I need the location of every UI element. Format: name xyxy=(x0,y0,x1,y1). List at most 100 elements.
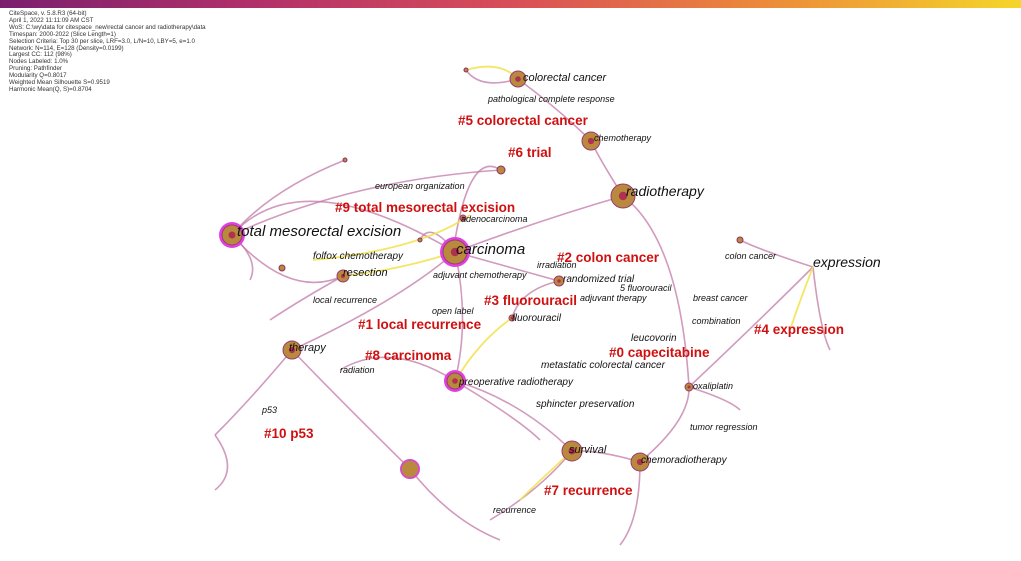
edge xyxy=(688,266,814,388)
edge xyxy=(622,195,690,388)
node-core xyxy=(510,316,514,320)
edge xyxy=(739,239,814,268)
edge xyxy=(454,380,541,441)
node-label: colon cancer xyxy=(725,251,777,261)
node-core xyxy=(461,216,465,220)
node-label: radiation xyxy=(340,365,375,375)
cluster-label: #9 total mesorectal excision xyxy=(335,200,515,215)
node-label: colorectal cancer xyxy=(523,72,607,84)
node-label: chemotherapy xyxy=(594,133,652,143)
node xyxy=(736,236,744,244)
node-core xyxy=(452,378,458,384)
node-label: carcinoma xyxy=(456,241,525,258)
node-core xyxy=(587,137,595,145)
node-label: european organization xyxy=(375,181,465,191)
cluster-label: #1 local recurrence xyxy=(358,317,482,332)
color-bar xyxy=(0,0,1021,8)
node-core xyxy=(557,279,561,283)
node xyxy=(417,237,423,243)
node xyxy=(342,157,348,163)
node-core xyxy=(228,231,236,239)
node-label: 5 fluorouracil xyxy=(620,283,673,293)
cluster-label: #10 p53 xyxy=(264,426,314,441)
edge xyxy=(231,169,502,236)
info-line: Modularity Q=0.8017 xyxy=(9,72,67,80)
node-label: adenocarcinoma xyxy=(461,214,528,224)
edge xyxy=(312,214,471,261)
edge xyxy=(291,349,411,470)
edge xyxy=(454,195,624,253)
node-label: chemoradiotherapy xyxy=(641,455,728,466)
node-label: open label xyxy=(432,306,475,316)
node-label: radiotherapy xyxy=(626,183,705,199)
node-label: total mesorectal excision xyxy=(237,223,401,240)
node-label: therapy xyxy=(289,342,327,354)
node-label: expression xyxy=(813,254,881,270)
node-label: pathological complete response xyxy=(487,94,615,104)
node xyxy=(400,459,420,479)
node-label: metastatic colorectal cancer xyxy=(541,360,666,371)
info-panel: CiteSpace, v. 5.8.R3 (64-bit) April 1, 20… xyxy=(9,10,206,94)
node-core xyxy=(687,385,691,389)
node-label: combination xyxy=(692,316,741,326)
node xyxy=(463,67,469,73)
cluster-label: #8 carcinoma xyxy=(365,348,452,363)
node-core xyxy=(288,346,296,354)
edge xyxy=(339,356,456,382)
info-line: Harmonic Mean(Q, S)=0.8704 xyxy=(9,85,92,93)
node-label: preoperative radiotherapy xyxy=(458,377,574,388)
info-line: Largest CC: 112 (98%) xyxy=(9,51,72,59)
node-label: sphincter preservation xyxy=(536,399,635,410)
edge xyxy=(454,380,573,452)
node-core xyxy=(568,447,576,455)
edge xyxy=(214,434,229,491)
cluster-label: #2 colon cancer xyxy=(557,250,660,265)
node-label: leucovorin xyxy=(631,333,677,344)
info-line: Weighted Mean Silhouette S=0.9519 xyxy=(9,79,110,87)
node-label: adjuvant therapy xyxy=(580,293,647,303)
edge xyxy=(489,450,573,521)
cluster-label: #6 trial xyxy=(508,145,552,160)
edge xyxy=(789,266,814,331)
node xyxy=(496,165,506,175)
info-line: WoS: C:\wy\data for citespace_new\rectal… xyxy=(9,23,206,31)
edge xyxy=(619,461,641,546)
cluster-label: #7 recurrence xyxy=(544,483,633,498)
node-label: survival xyxy=(569,444,607,456)
node-label: recurrence xyxy=(493,505,536,515)
edge xyxy=(291,251,456,351)
node-core xyxy=(340,273,346,279)
node-label: irradiation xyxy=(537,260,577,270)
node-core xyxy=(618,191,628,201)
info-line: Network: N=114, E=128 (Density=0.0199) xyxy=(9,44,124,52)
node-label: fluorouracil xyxy=(512,313,562,324)
info-line: Timespan: 2000-2022 (Slice Length=1) xyxy=(9,30,116,38)
node-label: oxaliplatin xyxy=(693,381,733,391)
cluster-label: #3 fluorouracil xyxy=(484,293,577,308)
info-line: CiteSpace, v. 5.8.R3 (64-bit) xyxy=(9,10,87,17)
node-label: local recurrence xyxy=(313,295,377,305)
cluster-label: #5 colorectal cancer xyxy=(458,113,589,128)
node-label: folfox chemotherapy xyxy=(313,251,404,262)
node xyxy=(278,264,286,272)
edge xyxy=(231,200,456,253)
edge xyxy=(409,468,501,541)
node-core xyxy=(636,458,644,466)
node-label: p53 xyxy=(261,405,277,415)
node-core xyxy=(450,247,460,257)
edge xyxy=(231,159,346,236)
cluster-label: #0 capecitabine xyxy=(609,345,710,360)
cluster-label: #4 expression xyxy=(754,322,844,337)
edge xyxy=(214,349,293,436)
edge xyxy=(511,280,560,319)
edge xyxy=(812,266,831,351)
node-label: randomized trial xyxy=(563,274,635,285)
info-line: Selection Criteria: Top 30 per slice, LR… xyxy=(9,37,195,45)
edges xyxy=(214,65,831,546)
node-label: tumor regression xyxy=(690,422,758,432)
node-core xyxy=(515,76,521,82)
edge xyxy=(517,78,592,142)
edge xyxy=(269,275,344,321)
